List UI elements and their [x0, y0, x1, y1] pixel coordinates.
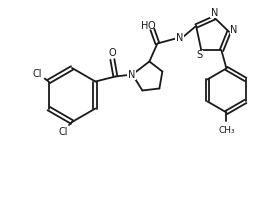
Text: N: N	[230, 25, 238, 35]
Text: Cl: Cl	[33, 69, 42, 78]
Text: S: S	[196, 50, 202, 60]
Text: N: N	[176, 32, 183, 43]
Text: N: N	[128, 69, 135, 80]
Text: Cl: Cl	[58, 127, 68, 137]
Text: CH₃: CH₃	[218, 126, 235, 135]
Text: H: H	[141, 21, 148, 30]
Text: O: O	[148, 21, 155, 30]
Text: O: O	[109, 48, 116, 57]
Text: N: N	[211, 8, 218, 18]
